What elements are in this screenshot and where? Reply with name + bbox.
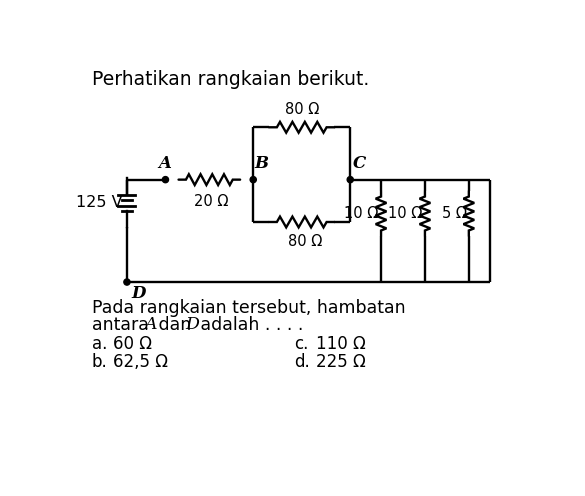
Text: antara: antara — [91, 316, 154, 334]
Text: 60 Ω: 60 Ω — [113, 335, 152, 353]
Text: c.: c. — [294, 335, 308, 353]
Text: 225 Ω: 225 Ω — [315, 353, 366, 371]
Text: D: D — [185, 316, 199, 333]
Text: 20 Ω: 20 Ω — [194, 193, 229, 208]
Circle shape — [163, 177, 168, 183]
Text: 110 Ω: 110 Ω — [315, 335, 366, 353]
Text: Perhatikan rangkaian berikut.: Perhatikan rangkaian berikut. — [91, 70, 369, 89]
Text: a.: a. — [91, 335, 107, 353]
Text: 80 Ω: 80 Ω — [288, 234, 323, 249]
Text: 10 Ω: 10 Ω — [388, 206, 422, 221]
Text: Pada rangkaian tersebut, hambatan: Pada rangkaian tersebut, hambatan — [91, 299, 405, 317]
Text: 5 Ω: 5 Ω — [442, 206, 466, 221]
Text: dan: dan — [153, 316, 197, 334]
Text: A: A — [158, 155, 171, 172]
Circle shape — [124, 279, 130, 285]
Text: b.: b. — [91, 353, 107, 371]
Text: adalah . . . .: adalah . . . . — [195, 316, 303, 334]
Text: 125 V: 125 V — [75, 195, 122, 210]
Text: 62,5 Ω: 62,5 Ω — [113, 353, 168, 371]
Text: B: B — [255, 155, 269, 172]
Text: D: D — [132, 285, 146, 302]
Text: d.: d. — [294, 353, 310, 371]
Text: C: C — [353, 155, 366, 172]
Text: 80 Ω: 80 Ω — [285, 102, 319, 117]
Text: A: A — [144, 316, 156, 333]
Circle shape — [347, 177, 353, 183]
Text: 10 Ω: 10 Ω — [345, 206, 378, 221]
Circle shape — [250, 177, 256, 183]
